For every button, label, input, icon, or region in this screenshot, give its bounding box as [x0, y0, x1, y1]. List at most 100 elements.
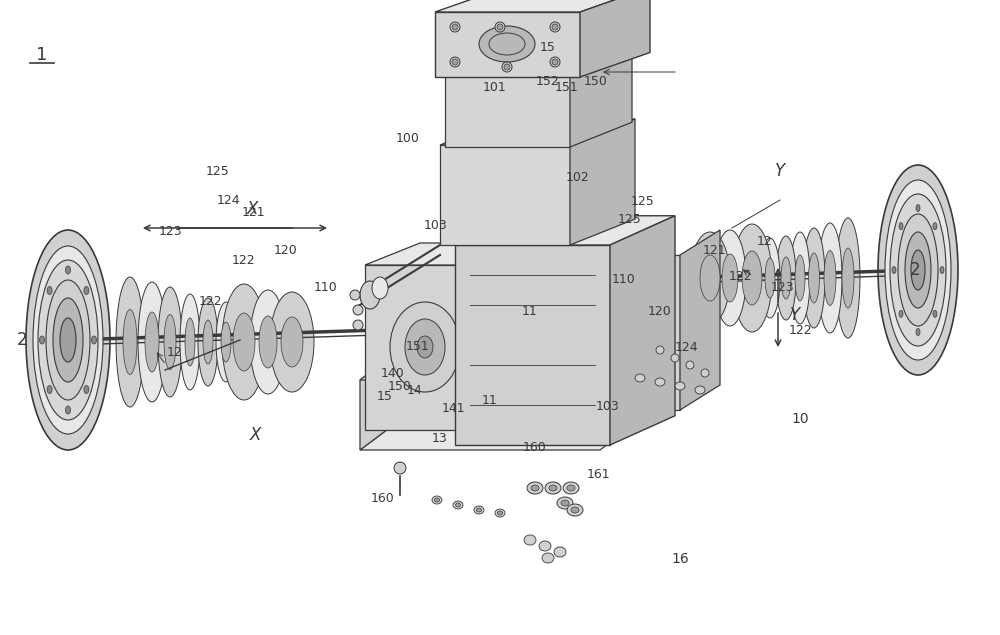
Text: 16: 16 — [671, 552, 689, 566]
Polygon shape — [445, 50, 632, 75]
Text: 121: 121 — [241, 206, 265, 219]
Text: 2: 2 — [17, 331, 27, 349]
Ellipse shape — [434, 498, 440, 502]
Text: 150: 150 — [584, 75, 608, 88]
Ellipse shape — [686, 361, 694, 369]
Text: 140: 140 — [381, 367, 405, 380]
Ellipse shape — [233, 313, 255, 371]
Ellipse shape — [790, 232, 810, 324]
Text: 120: 120 — [274, 244, 298, 257]
Text: 15: 15 — [540, 41, 556, 54]
Polygon shape — [365, 243, 540, 265]
Ellipse shape — [40, 336, 44, 344]
Ellipse shape — [185, 318, 195, 366]
Ellipse shape — [222, 284, 266, 400]
Polygon shape — [445, 75, 570, 147]
Ellipse shape — [933, 223, 937, 230]
Ellipse shape — [899, 311, 903, 318]
Ellipse shape — [158, 287, 182, 397]
Ellipse shape — [554, 547, 566, 557]
Polygon shape — [680, 230, 720, 410]
Ellipse shape — [549, 485, 557, 491]
Ellipse shape — [33, 246, 103, 434]
Ellipse shape — [795, 255, 805, 301]
Text: 123: 123 — [770, 281, 794, 294]
Text: 11: 11 — [482, 394, 498, 406]
Ellipse shape — [497, 24, 503, 30]
Ellipse shape — [84, 385, 89, 394]
Ellipse shape — [450, 22, 460, 32]
Text: 103: 103 — [596, 400, 620, 413]
Ellipse shape — [84, 286, 89, 295]
Ellipse shape — [477, 508, 482, 512]
Ellipse shape — [542, 553, 554, 563]
Text: 2: 2 — [910, 261, 920, 279]
Ellipse shape — [890, 194, 946, 346]
Text: 161: 161 — [586, 469, 610, 481]
Ellipse shape — [405, 319, 445, 375]
Polygon shape — [455, 245, 610, 445]
Text: 12: 12 — [167, 346, 183, 359]
Ellipse shape — [452, 59, 458, 65]
Text: 13: 13 — [432, 432, 448, 444]
Ellipse shape — [818, 223, 842, 333]
Ellipse shape — [495, 22, 505, 32]
Ellipse shape — [417, 336, 433, 358]
Text: 122: 122 — [728, 270, 752, 283]
Polygon shape — [365, 265, 485, 430]
Ellipse shape — [26, 230, 110, 450]
Ellipse shape — [567, 504, 583, 516]
Polygon shape — [570, 119, 635, 245]
Text: 124: 124 — [674, 342, 698, 354]
Ellipse shape — [531, 485, 539, 491]
Ellipse shape — [495, 509, 505, 517]
Ellipse shape — [47, 385, 52, 394]
Ellipse shape — [60, 318, 76, 362]
Text: 12: 12 — [757, 235, 773, 248]
Ellipse shape — [701, 369, 709, 377]
Ellipse shape — [933, 311, 937, 318]
Ellipse shape — [911, 250, 925, 290]
Ellipse shape — [561, 500, 569, 506]
Text: X: X — [249, 426, 261, 444]
Ellipse shape — [259, 316, 277, 368]
Polygon shape — [580, 0, 650, 77]
Ellipse shape — [671, 354, 679, 362]
Ellipse shape — [878, 165, 958, 375]
Ellipse shape — [808, 253, 820, 303]
Text: 122: 122 — [231, 254, 255, 267]
Text: 110: 110 — [314, 281, 338, 293]
Ellipse shape — [123, 309, 137, 375]
Ellipse shape — [216, 302, 236, 382]
Ellipse shape — [836, 218, 860, 338]
Ellipse shape — [281, 317, 303, 367]
Ellipse shape — [635, 374, 645, 382]
Ellipse shape — [92, 336, 96, 344]
Ellipse shape — [474, 506, 484, 514]
Polygon shape — [360, 350, 400, 450]
Ellipse shape — [360, 281, 380, 309]
Polygon shape — [610, 216, 675, 445]
Ellipse shape — [690, 232, 730, 324]
Ellipse shape — [504, 64, 510, 70]
Ellipse shape — [456, 503, 460, 507]
Ellipse shape — [898, 214, 938, 326]
Ellipse shape — [550, 57, 560, 67]
Ellipse shape — [353, 305, 363, 315]
Ellipse shape — [545, 482, 561, 494]
Ellipse shape — [450, 57, 460, 67]
Ellipse shape — [390, 302, 460, 392]
Polygon shape — [440, 145, 570, 245]
Ellipse shape — [899, 223, 903, 230]
Ellipse shape — [38, 260, 98, 420]
Ellipse shape — [552, 59, 558, 65]
Ellipse shape — [502, 62, 512, 72]
Text: 125: 125 — [631, 196, 655, 208]
Ellipse shape — [498, 511, 503, 515]
Text: Y: Y — [790, 306, 800, 324]
Text: Y: Y — [775, 163, 785, 180]
Text: 11: 11 — [522, 305, 538, 318]
Ellipse shape — [489, 33, 525, 55]
Text: 122: 122 — [788, 324, 812, 337]
Text: 160: 160 — [523, 441, 547, 454]
